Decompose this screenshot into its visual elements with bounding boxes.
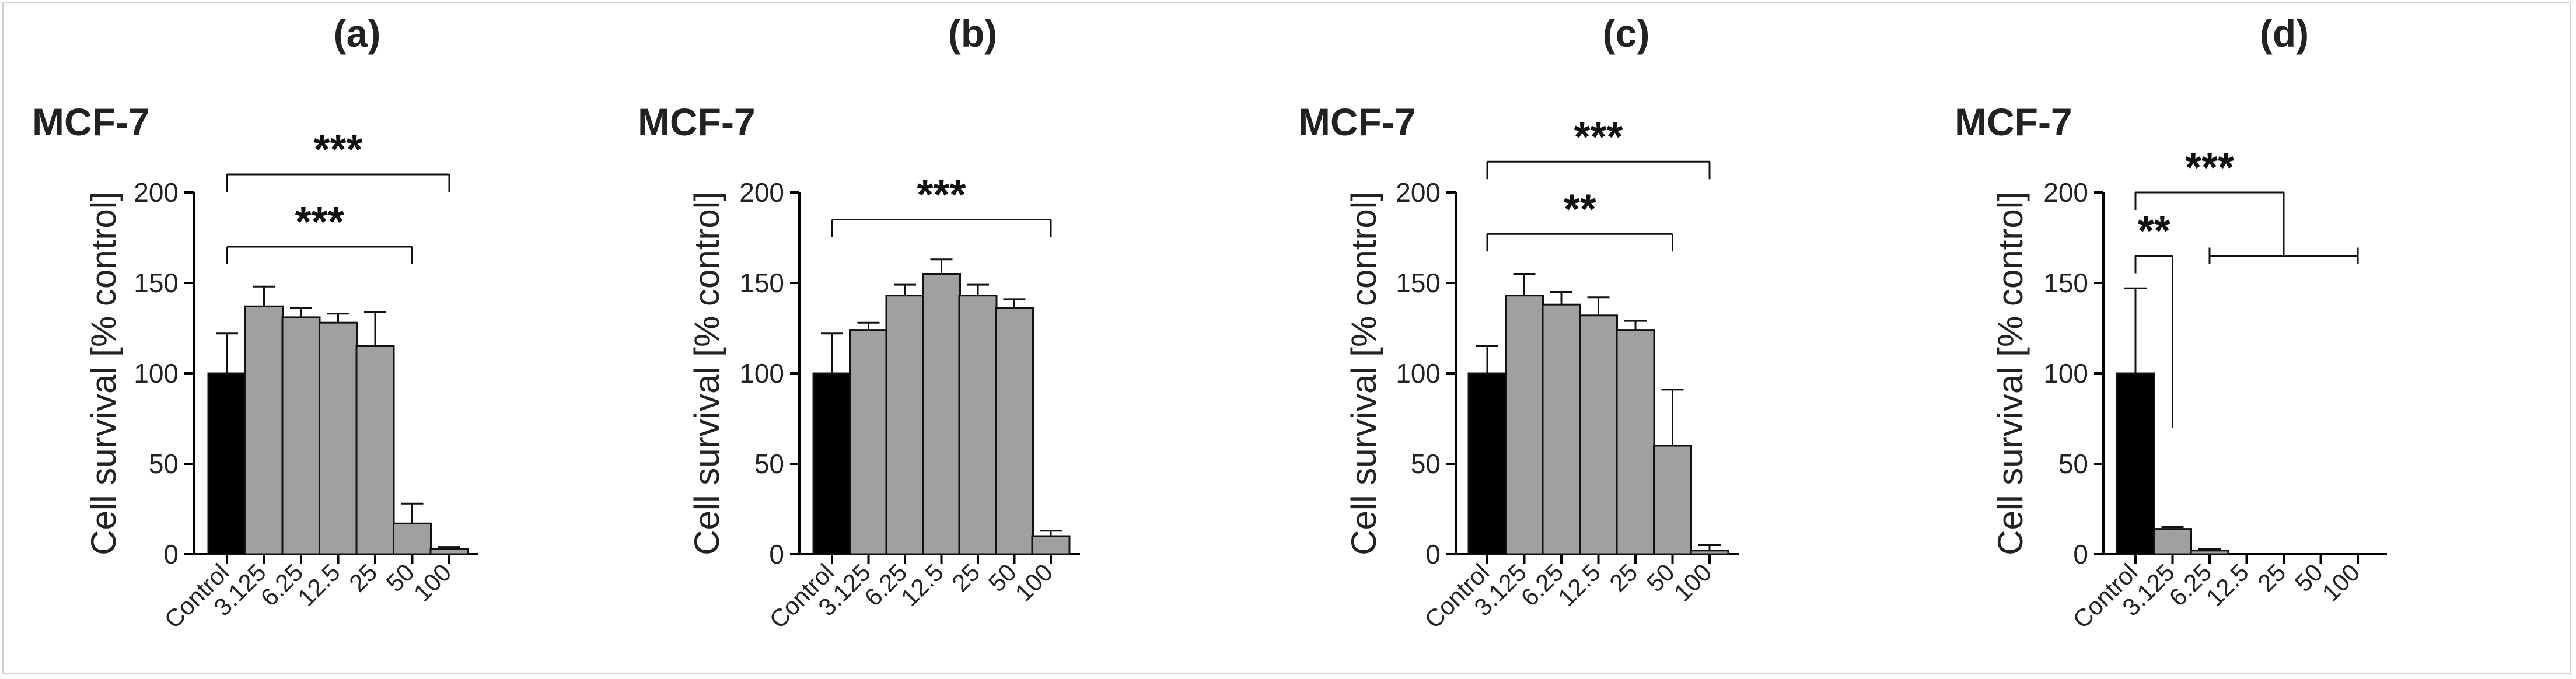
y-axis-label: Cell survival [% control] <box>84 191 123 555</box>
y-tick-label: 150 <box>1396 268 1441 298</box>
y-tick-label: 100 <box>1396 358 1441 388</box>
bar-Control <box>207 372 247 555</box>
bar-50 <box>393 522 432 555</box>
y-tick-label: 0 <box>2073 539 2088 569</box>
bar-6.25 <box>1542 303 1581 555</box>
x-tick-label-100: 100 <box>408 558 457 607</box>
x-tick-label-25: 25 <box>1604 558 1642 597</box>
chart-panel-c: (c) MCF-7 Cell survival [% control] 0 50 100 1… <box>1298 12 1739 634</box>
y-tick-label: 0 <box>769 539 784 569</box>
bar-100 <box>429 548 469 555</box>
y-tick-label: 200 <box>134 177 179 208</box>
bar-50 <box>995 307 1034 555</box>
y-tick-label: 50 <box>2058 449 2088 479</box>
x-tick-label-25: 25 <box>344 558 382 597</box>
x-tick-label-100: 100 <box>1669 558 1717 607</box>
y-tick-label: 50 <box>754 449 784 479</box>
y-tick-label: 150 <box>2043 268 2088 298</box>
y-tick-label: 50 <box>1411 449 1441 479</box>
y-tick-label: 200 <box>739 177 784 208</box>
significance-label: *** <box>295 199 344 246</box>
y-tick-label: 0 <box>1425 539 1441 569</box>
bar-6.25 <box>281 316 321 555</box>
bar-100 <box>1031 535 1071 555</box>
y-tick-label: 200 <box>2043 177 2088 208</box>
chart-title: MCF-7 <box>638 100 756 144</box>
significance-label: *** <box>2185 145 2234 191</box>
chart-panel-d: (d) MCF-7 Cell survival [% control] 0 50 100 1… <box>1955 12 2387 634</box>
y-tick-label: 50 <box>149 449 179 479</box>
significance-label: *** <box>917 172 966 219</box>
x-tick-label-100: 100 <box>1010 558 1058 607</box>
y-axis-label: Cell survival [% control] <box>687 191 726 555</box>
bar-3.125 <box>2153 528 2192 555</box>
bar-12.5 <box>319 321 358 555</box>
x-tick-label-25: 25 <box>2252 558 2291 597</box>
y-tick-label: 150 <box>134 268 179 298</box>
y-axis-label: Cell survival [% control] <box>1344 191 1383 555</box>
y-tick-label: 0 <box>163 539 179 569</box>
x-tick-label-25: 25 <box>946 558 985 597</box>
bar-25 <box>355 345 395 555</box>
bar-100 <box>1690 550 1729 555</box>
bar-3.125 <box>244 305 284 555</box>
x-tick-label-12.5: 12.5 <box>896 558 949 611</box>
chart-title: MCF-7 <box>32 100 150 144</box>
significance-label: ** <box>2138 208 2170 255</box>
x-tick-label-12.5: 12.5 <box>292 558 345 611</box>
bar-Control <box>812 372 852 555</box>
chart-panel-b: (b) MCF-7 Cell survival [% control] 0 50 100 1… <box>638 12 1080 634</box>
bar-12.5 <box>922 273 961 555</box>
chart-title: MCF-7 <box>1955 100 2072 144</box>
bar-12.5 <box>1579 314 1618 555</box>
x-tick-label-12.5: 12.5 <box>1553 558 1606 611</box>
panel-label: (c) <box>1603 12 1650 55</box>
y-axis-label: Cell survival [% control] <box>1991 191 2030 555</box>
bar-Control <box>2116 372 2155 555</box>
bar-3.125 <box>1505 295 1544 555</box>
significance-label: *** <box>1574 114 1623 160</box>
y-tick-label: 100 <box>739 358 784 388</box>
panel-label: (a) <box>334 12 381 55</box>
chart-title: MCF-7 <box>1298 100 1416 144</box>
panel-label: (d) <box>2260 12 2309 55</box>
bar-25 <box>958 295 998 555</box>
y-tick-label: 150 <box>739 268 784 298</box>
chart-panel-a: (a) MCF-7 Cell survival [% control] 0 50 100 1… <box>32 12 478 634</box>
significance-label: ** <box>1564 186 1596 233</box>
significance-label: *** <box>313 127 362 173</box>
bar-25 <box>1616 329 1655 555</box>
bar-3.125 <box>849 329 888 555</box>
bar-50 <box>1653 444 1692 555</box>
y-tick-label: 200 <box>1396 177 1441 208</box>
x-tick-label-12.5: 12.5 <box>2201 558 2254 611</box>
bar-6.25 <box>885 295 925 555</box>
bar-6.25 <box>2190 550 2229 555</box>
panel-label: (b) <box>948 12 997 55</box>
y-tick-label: 100 <box>134 358 179 388</box>
x-tick-label-100: 100 <box>2317 558 2365 607</box>
bar-Control <box>1467 372 1507 555</box>
y-tick-label: 100 <box>2043 358 2088 388</box>
